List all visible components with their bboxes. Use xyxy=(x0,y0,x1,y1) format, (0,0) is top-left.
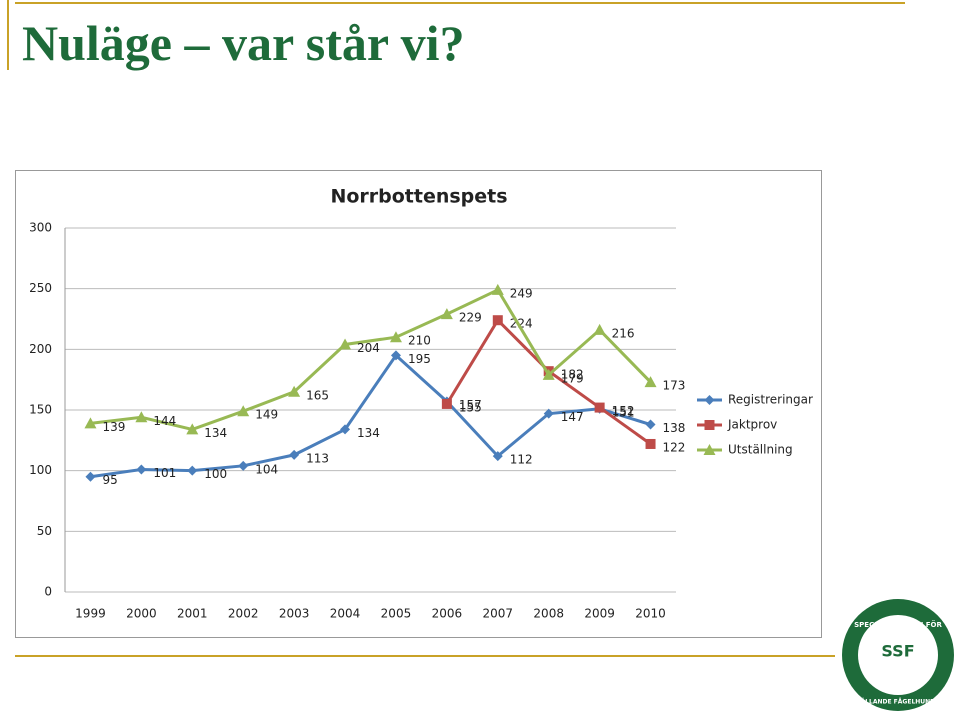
data-point xyxy=(441,398,452,409)
y-tick-label: 250 xyxy=(29,281,52,295)
data-label: 229 xyxy=(459,311,482,325)
data-label: 144 xyxy=(153,414,176,428)
data-label: 204 xyxy=(357,341,380,355)
data-point xyxy=(543,408,554,419)
data-label: 155 xyxy=(459,400,482,414)
data-label: 149 xyxy=(255,408,278,422)
logo: SPECIALKLUBBEN FÖR SSF SKÄLLANDE FÅGELHU… xyxy=(842,599,954,711)
logo-text: SPECIALKLUBBEN FÖR xyxy=(854,620,942,629)
chart-title: Norrbottenspets xyxy=(330,186,507,208)
y-tick-label: 50 xyxy=(37,524,52,538)
y-tick-label: 200 xyxy=(29,342,52,356)
data-point xyxy=(645,419,656,430)
data-point xyxy=(289,449,300,460)
legend-marker xyxy=(703,444,716,455)
data-label: 112 xyxy=(510,453,533,467)
x-tick-label: 2001 xyxy=(177,607,208,621)
x-tick-label: 2006 xyxy=(432,607,463,621)
data-label: 104 xyxy=(255,462,278,476)
x-tick-label: 2002 xyxy=(228,607,259,621)
data-point xyxy=(390,350,401,361)
data-label: 249 xyxy=(510,286,533,300)
data-point xyxy=(492,315,503,326)
data-point xyxy=(85,471,96,482)
data-label: 113 xyxy=(306,451,329,465)
chart-frame xyxy=(15,170,822,638)
data-label: 138 xyxy=(663,421,686,435)
data-label: 134 xyxy=(204,426,227,440)
x-tick-label: 2009 xyxy=(584,607,615,621)
x-tick-label: 2008 xyxy=(533,607,564,621)
legend-marker xyxy=(704,420,715,430)
slide-title: Nuläge – var står vi? xyxy=(22,15,465,71)
data-point xyxy=(492,451,503,462)
data-point xyxy=(84,417,97,429)
data-label: 101 xyxy=(153,466,176,480)
logo-inner xyxy=(858,615,938,695)
data-label: 122 xyxy=(663,440,686,454)
logo-text: SKÄLLANDE FÅGELHUNDAR xyxy=(852,699,945,706)
x-tick-label: 2010 xyxy=(635,607,666,621)
x-tick-label: 1999 xyxy=(75,607,106,621)
data-point xyxy=(644,376,657,388)
data-point xyxy=(491,283,504,295)
data-label: 173 xyxy=(663,379,686,393)
series-line xyxy=(90,287,652,431)
data-point xyxy=(186,423,199,435)
data-label: 100 xyxy=(204,467,227,481)
data-point xyxy=(593,323,606,335)
data-point xyxy=(645,438,656,449)
legend-label: Utställning xyxy=(728,443,793,457)
data-label: 95 xyxy=(102,473,117,487)
data-point xyxy=(288,385,301,397)
data-point xyxy=(339,338,352,350)
legend-marker xyxy=(704,395,715,405)
data-point xyxy=(135,411,148,423)
y-tick-label: 150 xyxy=(29,403,52,417)
x-tick-label: 2003 xyxy=(279,607,310,621)
y-tick-label: 0 xyxy=(44,585,52,599)
data-point xyxy=(440,308,453,320)
data-label: 210 xyxy=(408,334,431,348)
data-label: 157 xyxy=(459,398,482,412)
data-label: 147 xyxy=(561,410,584,424)
x-tick-label: 2007 xyxy=(483,607,514,621)
data-label: 216 xyxy=(612,326,635,340)
x-tick-label: 2005 xyxy=(381,607,412,621)
data-point xyxy=(340,424,351,435)
logo-text: SSF xyxy=(881,642,914,661)
data-point xyxy=(238,460,249,471)
series-line xyxy=(90,353,651,479)
data-label: 151 xyxy=(612,405,635,419)
y-tick-label: 300 xyxy=(29,221,52,235)
legend-label: Registreringar xyxy=(728,393,813,407)
data-label: 139 xyxy=(102,420,125,434)
y-tick-label: 100 xyxy=(29,463,52,477)
x-tick-label: 2004 xyxy=(330,607,361,621)
data-point xyxy=(136,464,147,475)
data-point xyxy=(542,368,555,380)
legend-label: Jaktprov xyxy=(727,418,777,432)
x-tick-label: 2000 xyxy=(126,607,157,621)
data-label: 134 xyxy=(357,426,380,440)
data-label: 182 xyxy=(561,368,584,382)
data-label: 152 xyxy=(612,404,635,418)
data-label: 165 xyxy=(306,388,329,402)
data-point xyxy=(389,331,402,343)
data-point xyxy=(237,405,250,417)
data-point xyxy=(594,402,605,413)
data-label: 179 xyxy=(561,371,584,385)
data-point xyxy=(187,465,198,476)
data-label: 195 xyxy=(408,352,431,366)
